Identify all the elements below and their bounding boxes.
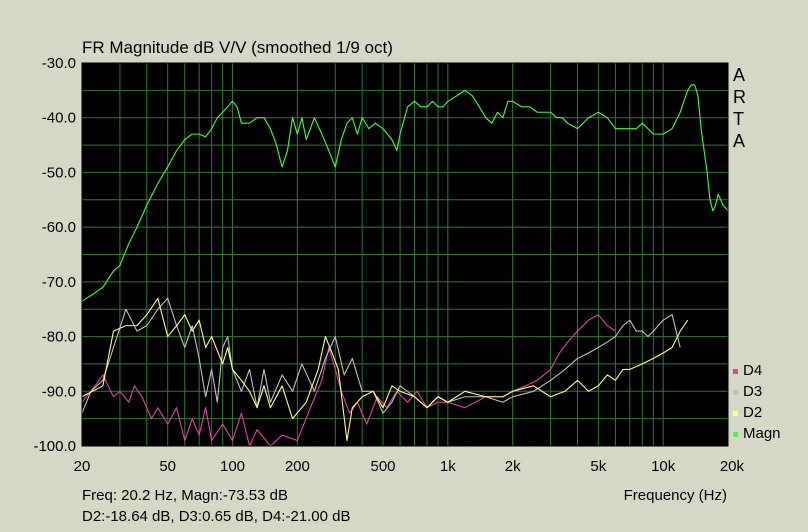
x-tick-label: 500 <box>371 458 396 475</box>
y-tick-label: -50.0 <box>42 164 76 181</box>
x-tick-label: 200 <box>285 458 310 475</box>
x-tick-label: 100 <box>220 458 245 475</box>
x-axis-tick-labels: 20 50 100 200 500 1k 2k 5k 10k 20k <box>74 458 745 475</box>
legend-label: Magn <box>743 425 781 442</box>
y-tick-label: -40.0 <box>42 110 76 127</box>
legend-swatch <box>733 432 738 437</box>
brand-letter: A <box>733 131 745 151</box>
x-tick-label: 20k <box>720 458 745 475</box>
cursor-readout-line2: D2:-18.64 dB, D3:0.65 dB, D4:-21.00 dB <box>82 508 351 525</box>
chart-title: FR Magnitude dB V/V (smoothed 1/9 oct) <box>82 38 393 57</box>
x-tick-label: 5k <box>590 458 606 475</box>
y-tick-label: -80.0 <box>42 329 76 346</box>
legend-swatch <box>733 369 738 374</box>
x-tick-label: 50 <box>159 458 176 475</box>
x-tick-label: 10k <box>651 458 676 475</box>
y-tick-label: -30.0 <box>42 55 76 72</box>
plot-frame <box>81 62 729 447</box>
series-line-d2 <box>81 297 689 442</box>
x-tick-label: 2k <box>505 458 521 475</box>
x-tick-label: 20 <box>74 458 91 475</box>
brand-letter: A <box>733 65 745 85</box>
y-tick-label: -60.0 <box>42 219 76 236</box>
y-tick-label: -90.0 <box>42 383 76 400</box>
brand-letter: T <box>733 109 744 129</box>
series-line-d3 <box>81 297 681 414</box>
cursor-readout-line1: Freq: 20.2 Hz, Magn:-73.53 dB <box>82 487 288 504</box>
brand-letter: R <box>733 87 746 107</box>
series-lines <box>81 84 729 447</box>
legend-label: D3 <box>743 383 762 400</box>
y-tick-label: -100.0 <box>33 438 76 455</box>
series-line-magn <box>81 84 729 302</box>
y-axis-tick-labels: -30.0 -40.0 -50.0 -60.0 -70.0 -80.0 -90.0 -100.… <box>33 55 76 455</box>
x-tick-label: 1k <box>440 458 456 475</box>
legend: D4 D3 D2 Magn <box>733 362 781 442</box>
grid-lines <box>81 62 729 447</box>
y-tick-label: -70.0 <box>42 274 76 291</box>
series-line-d4 <box>81 314 616 447</box>
legend-swatch <box>733 390 738 395</box>
legend-label: D4 <box>743 362 762 379</box>
legend-label: D2 <box>743 404 762 421</box>
legend-swatch <box>733 411 738 416</box>
x-axis-label: Frequency (Hz) <box>624 487 727 504</box>
